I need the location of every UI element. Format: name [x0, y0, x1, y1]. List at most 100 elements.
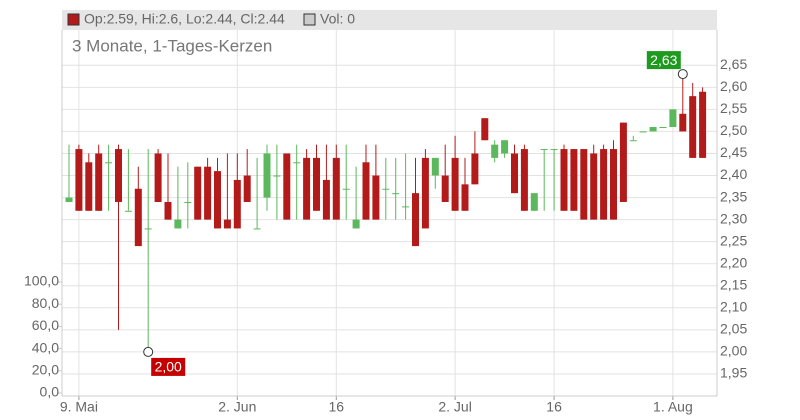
candle-body: [441, 175, 449, 202]
candle-body: [540, 149, 548, 151]
candle-body: [501, 140, 509, 154]
candle-body: [590, 153, 598, 220]
candle-body: [669, 109, 677, 128]
legend-bar: [62, 10, 717, 30]
candle-body: [431, 157, 439, 176]
annotation-marker: [677, 69, 688, 80]
y2-tick-label: 20,0: [32, 362, 59, 378]
y-tick-label: 2,35: [720, 188, 747, 204]
annotation-label: 2,00: [155, 359, 182, 375]
candle-body: [342, 188, 350, 190]
candle-body: [372, 175, 380, 220]
candle-body: [511, 153, 518, 194]
y-tick-label: 2,25: [720, 232, 747, 248]
candle-body: [580, 149, 588, 220]
candle-body: [174, 219, 182, 229]
candle-body: [530, 193, 538, 211]
candle-body: [154, 153, 162, 202]
candle-body: [204, 166, 212, 220]
annotation-label: 2,63: [650, 52, 677, 68]
candle-body: [95, 153, 103, 211]
candle-body: [303, 157, 311, 220]
candle-body: [332, 157, 340, 220]
candle-body: [649, 127, 657, 132]
y-tick-label: 2,00: [720, 343, 747, 359]
x-tick-label: 2. Jul: [438, 399, 471, 415]
y-tick-label: 1,95: [720, 365, 747, 381]
y2-tick-label: 0,0: [40, 384, 60, 400]
volume-swatch: [303, 13, 316, 26]
y2-tick-label: 100,0: [24, 273, 59, 289]
candle-body: [560, 149, 568, 211]
candle-body: [520, 149, 528, 211]
x-tick-label: 2. Jun: [218, 399, 256, 415]
candle-body: [75, 149, 83, 211]
candle-body: [313, 157, 320, 211]
y-tick-label: 2,15: [720, 276, 747, 292]
candle-body: [352, 219, 360, 229]
candle-body: [124, 210, 132, 212]
candle-body: [293, 162, 301, 164]
candle-body: [233, 179, 241, 229]
candle-body: [461, 184, 469, 211]
candle-body: [223, 219, 231, 229]
x-tick-label: 1. Aug: [653, 399, 693, 415]
candle-body: [134, 188, 142, 247]
y-tick-label: 2,05: [720, 321, 747, 337]
y-tick-label: 2,10: [720, 299, 747, 315]
candle-body: [322, 179, 330, 220]
candle-body: [421, 157, 429, 229]
y-tick-label: 2,20: [720, 254, 747, 270]
candle-body: [689, 96, 697, 158]
candle-body: [115, 149, 122, 202]
candle-body: [362, 162, 370, 220]
candle-body: [451, 157, 459, 211]
volume-legend: Vol: 0: [320, 11, 355, 27]
candle-body: [65, 197, 73, 202]
candle-body: [600, 149, 608, 220]
grid: [62, 30, 717, 396]
y2-tick-label: 80,0: [32, 295, 59, 311]
candle-body: [273, 175, 281, 177]
x-tick-label: 9. Mai: [60, 399, 98, 415]
candle-body: [214, 171, 221, 229]
candle-body: [392, 193, 400, 195]
x-tick-label: 16: [546, 399, 562, 415]
annotation-box: [151, 357, 186, 376]
annotation-box: [646, 51, 681, 70]
x-tick-label: 16: [329, 399, 345, 415]
y-tick-label: 2,50: [720, 122, 747, 138]
y2-tick-label: 40,0: [32, 339, 59, 355]
candle-body: [570, 149, 578, 211]
candle-body: [164, 201, 172, 220]
candle-body: [402, 206, 410, 208]
annotation-marker: [143, 346, 154, 357]
candle-body: [263, 153, 271, 198]
y-tick-label: 2,60: [720, 78, 747, 94]
y-tick-label: 2,30: [720, 210, 747, 226]
candle-body: [283, 153, 291, 220]
candle-body: [243, 175, 251, 202]
candle-body: [194, 166, 202, 220]
candle-body: [629, 140, 637, 142]
candle-body: [471, 153, 479, 185]
candle-body: [679, 113, 687, 132]
candle-body: [382, 188, 390, 190]
candle-body: [184, 201, 192, 203]
candle-body: [481, 118, 489, 141]
candle-body: [144, 228, 152, 230]
y-tick-label: 2,65: [720, 56, 747, 72]
candle-body: [253, 228, 261, 230]
candle-body: [491, 144, 499, 158]
candle-body: [412, 193, 419, 247]
legend-text: Op:2.59, Hi:2.6, Lo:2.44, Cl:2.44: [84, 11, 285, 27]
candle-body: [550, 149, 558, 151]
candle-body: [610, 149, 617, 220]
candle-body: [699, 91, 707, 158]
subtitle: 3 Monate, 1-Tages-Kerzen: [72, 36, 272, 55]
candle-body: [85, 162, 93, 211]
y-tick-label: 2,55: [720, 100, 747, 116]
candle-body: [105, 162, 113, 164]
y-tick-label: 2,40: [720, 166, 747, 182]
